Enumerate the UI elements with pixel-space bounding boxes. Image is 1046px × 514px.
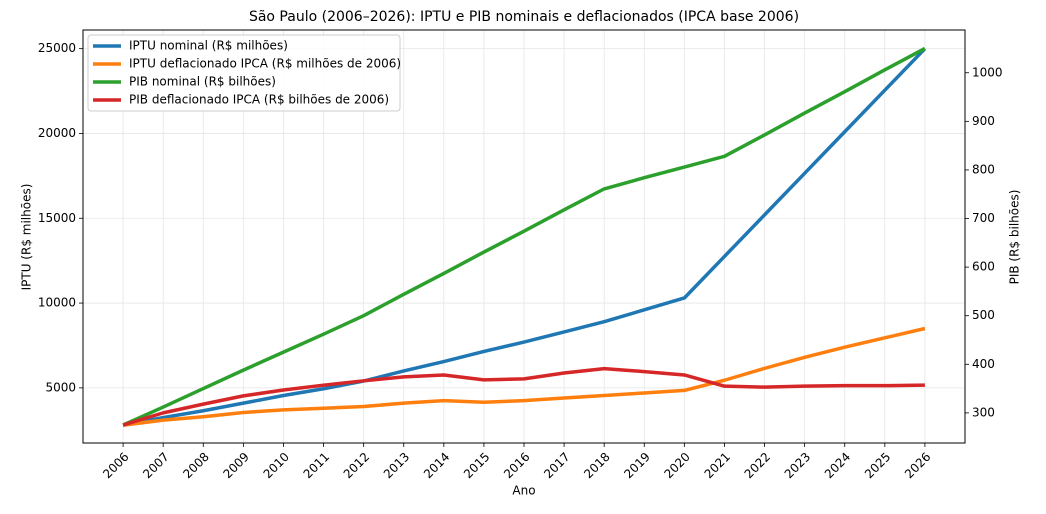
y2-tick-label: 800	[972, 162, 995, 176]
x-tick-label: 2015	[461, 450, 492, 481]
y-tick-label: 10000	[38, 296, 76, 310]
legend-label: IPTU deflacionado IPCA (R$ milhões de 20…	[129, 57, 401, 71]
y-axis-label: IPTU (R$ milhões)	[20, 184, 34, 291]
legend-label: PIB nominal (R$ bilhões)	[129, 75, 276, 89]
y-tick-label: 5000	[45, 380, 76, 394]
x-tick-label: 2023	[782, 450, 813, 481]
x-tick-label: 2006	[100, 450, 131, 481]
y2-tick-label: 900	[972, 114, 995, 128]
y2-tick-label: 300	[972, 405, 995, 419]
series-line	[122, 366, 925, 427]
y-tick-label: 15000	[38, 211, 76, 225]
plot-frame	[82, 29, 966, 444]
x-tick-label: 2007	[140, 450, 171, 481]
x-tick-label: 2014	[421, 450, 452, 481]
x-tick-label: 2010	[261, 450, 292, 481]
series-line	[122, 326, 926, 427]
y2-tick-label: 700	[972, 211, 995, 225]
x-tick-label: 2022	[742, 450, 773, 481]
x-tick-label: 2008	[180, 450, 211, 481]
legend-box	[87, 34, 401, 112]
x-tick-label: 2019	[621, 450, 652, 481]
y2-tick-label: 600	[972, 260, 995, 274]
x-tick-label: 2013	[381, 450, 412, 481]
x-tick-label: 2026	[902, 450, 933, 481]
x-tick-label: 2012	[341, 450, 372, 481]
x-tick-label: 2020	[661, 450, 692, 481]
x-tick-label: 2021	[702, 450, 733, 481]
legend-label: PIB deflacionado IPCA (R$ bilhões de 200…	[129, 93, 389, 107]
x-tick-label: 2024	[822, 450, 853, 481]
y-tick-label: 20000	[38, 126, 76, 140]
x-axis-label: Ano	[512, 484, 535, 498]
x-tick-label: 2025	[862, 450, 893, 481]
x-tick-label: 2017	[541, 450, 572, 481]
y2-tick-label: 400	[972, 357, 995, 371]
y2-tick-label: 1000	[972, 65, 1003, 79]
legend-label: IPTU nominal (R$ milhões)	[129, 39, 288, 53]
chart-title: São Paulo (2006–2026): IPTU e PIB nomina…	[249, 9, 799, 25]
series-line	[122, 47, 927, 427]
y2-axis-label: PIB (R$ bilhões)	[1008, 190, 1022, 285]
series-line	[122, 46, 926, 427]
y2-tick-label: 500	[972, 308, 995, 322]
x-tick-label: 2016	[501, 450, 532, 481]
y-tick-label: 25000	[38, 41, 76, 55]
x-tick-label: 2018	[581, 450, 612, 481]
x-tick-label: 2009	[220, 450, 251, 481]
x-tick-label: 2011	[301, 450, 332, 481]
